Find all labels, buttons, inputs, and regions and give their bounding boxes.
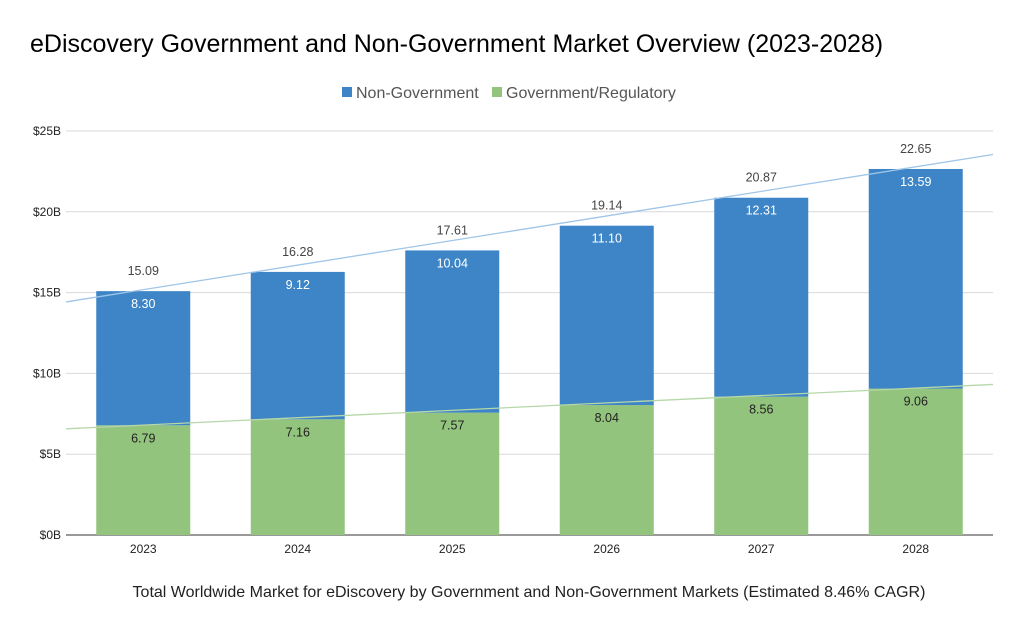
x-axis-title: Total Worldwide Market for eDiscovery by…	[133, 584, 926, 601]
legend: Non-Government Government/Regulatory	[342, 85, 676, 102]
total-label: 17.61	[437, 223, 468, 237]
data-label: 9.12	[286, 278, 310, 292]
x-tick-label: 2027	[748, 542, 775, 556]
bar-government-regulatory-2024	[250, 419, 345, 535]
gridlines	[66, 130, 993, 536]
data-label: 11.10	[592, 232, 622, 246]
data-label: 8.30	[131, 297, 155, 311]
legend-label-government: Government/Regulatory	[506, 85, 676, 102]
bar-non-government-2024	[250, 271, 345, 420]
bar-government-regulatory-2028	[868, 388, 963, 535]
data-label: 10.04	[437, 256, 468, 270]
y-tick-label: $15B	[33, 286, 61, 300]
data-label: 13.59	[900, 175, 931, 189]
x-tick-label: 2025	[439, 542, 466, 556]
total-label: 15.09	[128, 264, 159, 278]
legend-swatch-non-government	[342, 87, 352, 97]
data-label: 12.31	[746, 204, 777, 218]
trendline-government-regulatory	[65, 383, 994, 430]
total-label: 22.65	[900, 142, 931, 156]
y-tick-label: $20B	[33, 205, 61, 219]
bar-non-government-2026	[559, 225, 654, 406]
trendline-non-government	[65, 153, 994, 303]
legend-swatch-government	[492, 87, 502, 97]
y-tick-label: $0B	[40, 528, 61, 542]
total-label: 20.87	[746, 171, 777, 185]
y-axis-ticks: $0B $5B $10B $15B $20B $25B	[33, 124, 61, 542]
data-labels: 6.79 8.30 15.09 7.16 9.12 16.28 7.57 10.04 17.61…	[128, 142, 932, 445]
bar-government-regulatory-2023	[96, 425, 191, 535]
bars	[96, 168, 963, 535]
x-tick-label: 2024	[284, 542, 311, 556]
chart-title: eDiscovery Government and Non-Government…	[30, 30, 883, 58]
bar-non-government-2023	[96, 291, 191, 426]
data-label: 7.57	[440, 419, 464, 433]
legend-label-non-government: Non-Government	[356, 85, 479, 102]
data-label: 6.79	[131, 431, 155, 445]
bar-non-government-2027	[714, 197, 809, 397]
data-label: 8.04	[595, 411, 619, 425]
bar-government-regulatory-2027	[714, 396, 809, 535]
y-tick-label: $5B	[40, 447, 61, 461]
bar-non-government-2028	[868, 168, 963, 389]
bar-government-regulatory-2025	[405, 412, 500, 535]
x-axis-ticks: 2023 2024 2025 2026 2027 2028	[130, 542, 930, 556]
x-tick-label: 2023	[130, 542, 157, 556]
x-tick-label: 2028	[902, 542, 929, 556]
bar-government-regulatory-2026	[559, 405, 654, 535]
total-label: 19.14	[591, 199, 622, 213]
trendlines	[65, 153, 994, 430]
total-label: 16.28	[282, 245, 313, 259]
y-tick-label: $10B	[33, 366, 61, 380]
bar-non-government-2025	[405, 250, 500, 413]
y-tick-label: $25B	[33, 124, 61, 138]
data-label: 7.16	[286, 425, 310, 439]
data-label: 9.06	[904, 395, 928, 409]
data-label: 8.56	[749, 403, 773, 417]
x-tick-label: 2026	[593, 542, 620, 556]
